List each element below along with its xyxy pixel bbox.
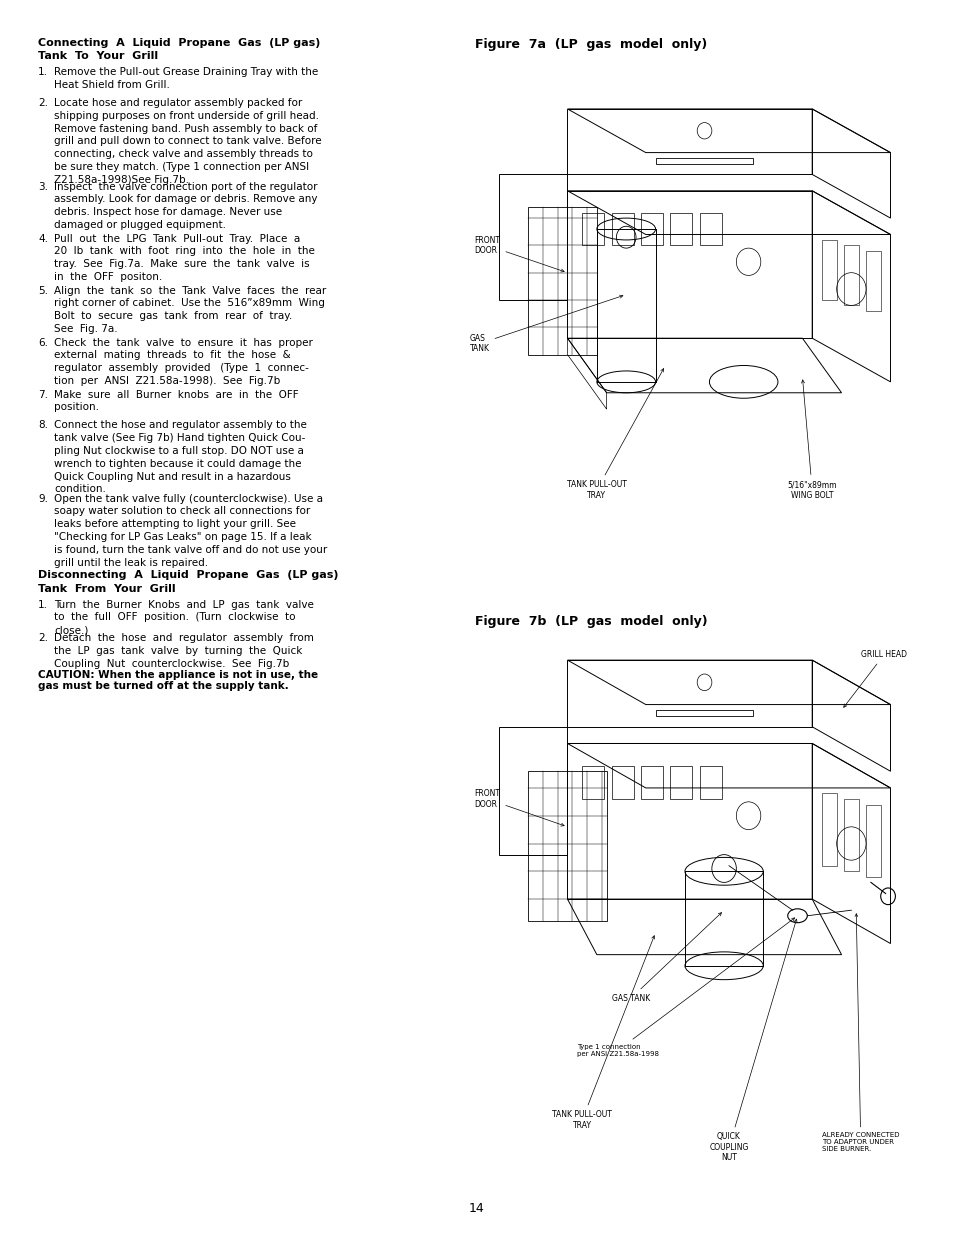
Text: Open the tank valve fully (counterclockwise). Use a
soapy water solution to chec: Open the tank valve fully (counterclockw… [54, 494, 327, 568]
Text: GAS TANK: GAS TANK [612, 913, 720, 1003]
Text: 2.: 2. [38, 634, 48, 643]
Text: 8.: 8. [38, 420, 48, 431]
Text: Locate hose and regulator assembly packed for
shipping purposes on front undersi: Locate hose and regulator assembly packe… [54, 98, 321, 185]
Text: GRILL HEAD: GRILL HEAD [842, 650, 906, 708]
Text: 9.: 9. [38, 494, 48, 504]
Text: Detach  the  hose  and  regulator  assembly  from
the  LP  gas  tank  valve  by : Detach the hose and regulator assembly f… [54, 634, 314, 668]
Text: Tank  To  Your  Grill: Tank To Your Grill [38, 51, 158, 61]
Text: Connecting  A  Liquid  Propane  Gas  (LP gas): Connecting A Liquid Propane Gas (LP gas) [38, 38, 320, 48]
Text: QUICK
COUPLING
NUT: QUICK COUPLING NUT [709, 919, 797, 1162]
Text: ALREADY CONNECTED
TO ADAPTOR UNDER
SIDE BURNER.: ALREADY CONNECTED TO ADAPTOR UNDER SIDE … [821, 914, 899, 1152]
Text: 14: 14 [469, 1202, 484, 1215]
Text: Turn  the  Burner  Knobs  and  LP  gas  tank  valve
to  the  full  OFF  position: Turn the Burner Knobs and LP gas tank va… [54, 599, 314, 635]
Text: gas must be turned off at the supply tank.: gas must be turned off at the supply tan… [38, 680, 289, 692]
Text: Figure  7b  (LP  gas  model  only): Figure 7b (LP gas model only) [475, 615, 707, 629]
Text: Type 1 connection
per ANSI Z21.58a-1998: Type 1 connection per ANSI Z21.58a-1998 [577, 918, 794, 1057]
Text: TANK PULL-OUT
TRAY: TANK PULL-OUT TRAY [566, 368, 663, 499]
Text: 6.: 6. [38, 337, 48, 347]
Text: FRONT
DOOR: FRONT DOOR [474, 789, 563, 826]
Text: Connect the hose and regulator assembly to the
tank valve (See Fig 7b) Hand tigh: Connect the hose and regulator assembly … [54, 420, 307, 494]
Text: Inspect  the valve connection port of the regulator
assembly. Look for damage or: Inspect the valve connection port of the… [54, 182, 317, 230]
Text: 5.: 5. [38, 285, 48, 295]
Text: Figure  7a  (LP  gas  model  only): Figure 7a (LP gas model only) [475, 38, 706, 51]
Text: 1.: 1. [38, 599, 48, 610]
Text: FRONT
DOOR: FRONT DOOR [474, 236, 563, 272]
Text: TANK PULL-OUT
TRAY: TANK PULL-OUT TRAY [552, 936, 654, 1130]
Text: 1.: 1. [38, 67, 48, 77]
Text: 5/16"x89mm
WING BOLT: 5/16"x89mm WING BOLT [786, 380, 836, 499]
Text: GAS
TANK: GAS TANK [469, 295, 622, 353]
Text: 7.: 7. [38, 389, 48, 399]
Text: CAUTION: When the appliance is not in use, the: CAUTION: When the appliance is not in us… [38, 671, 317, 680]
Text: Disconnecting  A  Liquid  Propane  Gas  (LP gas): Disconnecting A Liquid Propane Gas (LP g… [38, 571, 338, 580]
Text: 4.: 4. [38, 233, 48, 243]
Text: Check  the  tank  valve  to  ensure  it  has  proper
external  mating  threads  : Check the tank valve to ensure it has pr… [54, 337, 313, 385]
Text: Align  the  tank  so  the  Tank  Valve  faces  the  rear
right corner of cabinet: Align the tank so the Tank Valve faces t… [54, 285, 326, 333]
Text: Make  sure  all  Burner  knobs  are  in  the  OFF
position.: Make sure all Burner knobs are in the OF… [54, 389, 298, 412]
Text: Remove the Pull-out Grease Draining Tray with the
Heat Shield from Grill.: Remove the Pull-out Grease Draining Tray… [54, 67, 318, 90]
Text: Tank  From  Your  Grill: Tank From Your Grill [38, 583, 175, 594]
Text: Pull  out  the  LPG  Tank  Pull-out  Tray.  Place  a
20  lb  tank  with  foot  r: Pull out the LPG Tank Pull-out Tray. Pla… [54, 233, 314, 282]
Text: 2.: 2. [38, 98, 48, 107]
Text: 3.: 3. [38, 182, 48, 191]
